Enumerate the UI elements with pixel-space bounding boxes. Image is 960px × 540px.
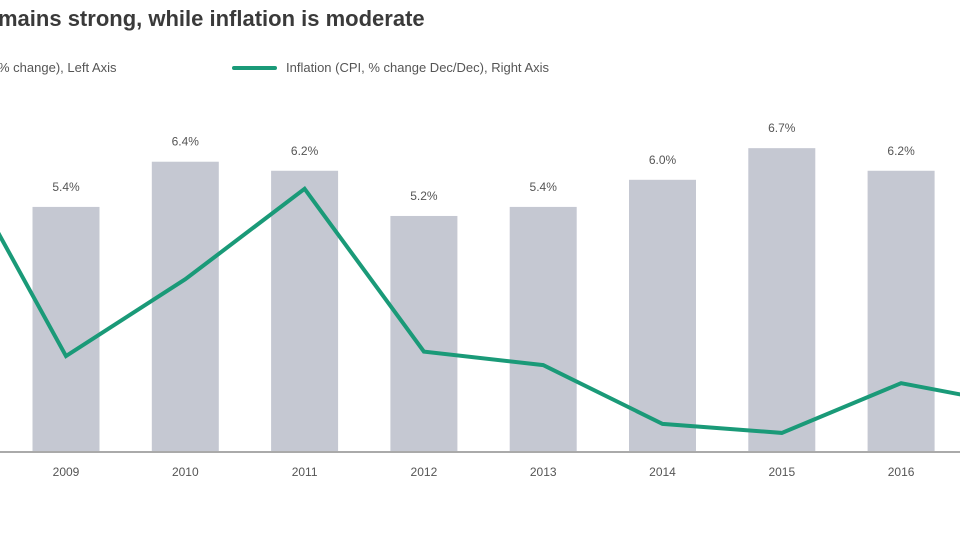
data-label-2012: 5.2% bbox=[410, 189, 438, 203]
x-tick-label-2014: 2014 bbox=[649, 465, 676, 479]
bar-2012 bbox=[390, 215, 458, 451]
x-tick-label-2015: 2015 bbox=[768, 465, 795, 479]
x-tick-label-2016: 2016 bbox=[888, 465, 915, 479]
x-tick-label-2013: 2013 bbox=[530, 465, 557, 479]
x-tick-label-2010: 2010 bbox=[172, 465, 199, 479]
legend-bar-label: % change), Left Axis bbox=[0, 60, 117, 75]
x-tick-label-2009: 2009 bbox=[53, 465, 80, 479]
x-tick-label-2012: 2012 bbox=[411, 465, 438, 479]
bar-2016 bbox=[867, 170, 935, 451]
bar-2011 bbox=[271, 170, 339, 451]
bar-2015 bbox=[748, 148, 816, 451]
chart-title: mains strong, while inflation is moderat… bbox=[0, 6, 425, 31]
legend-line-label: Inflation (CPI, % change Dec/Dec), Right… bbox=[286, 60, 550, 75]
x-tick-label-2011: 2011 bbox=[292, 465, 318, 479]
data-label-2009: 5.4% bbox=[52, 180, 80, 194]
bar-2009 bbox=[32, 206, 100, 451]
bar-2010 bbox=[151, 161, 219, 451]
legend-line-swatch bbox=[232, 66, 277, 70]
data-label-2015: 6.7% bbox=[768, 121, 796, 135]
data-label-2010: 6.4% bbox=[172, 135, 200, 149]
bar-2013 bbox=[509, 206, 577, 451]
data-label-2013: 5.4% bbox=[530, 180, 558, 194]
inflation-line bbox=[0, 186, 960, 435]
bar-2014 bbox=[629, 179, 696, 452]
data-label-2011: 6.2% bbox=[291, 144, 319, 158]
data-label-2016: 6.2% bbox=[887, 144, 915, 158]
data-label-2014: 6.0% bbox=[649, 153, 677, 167]
